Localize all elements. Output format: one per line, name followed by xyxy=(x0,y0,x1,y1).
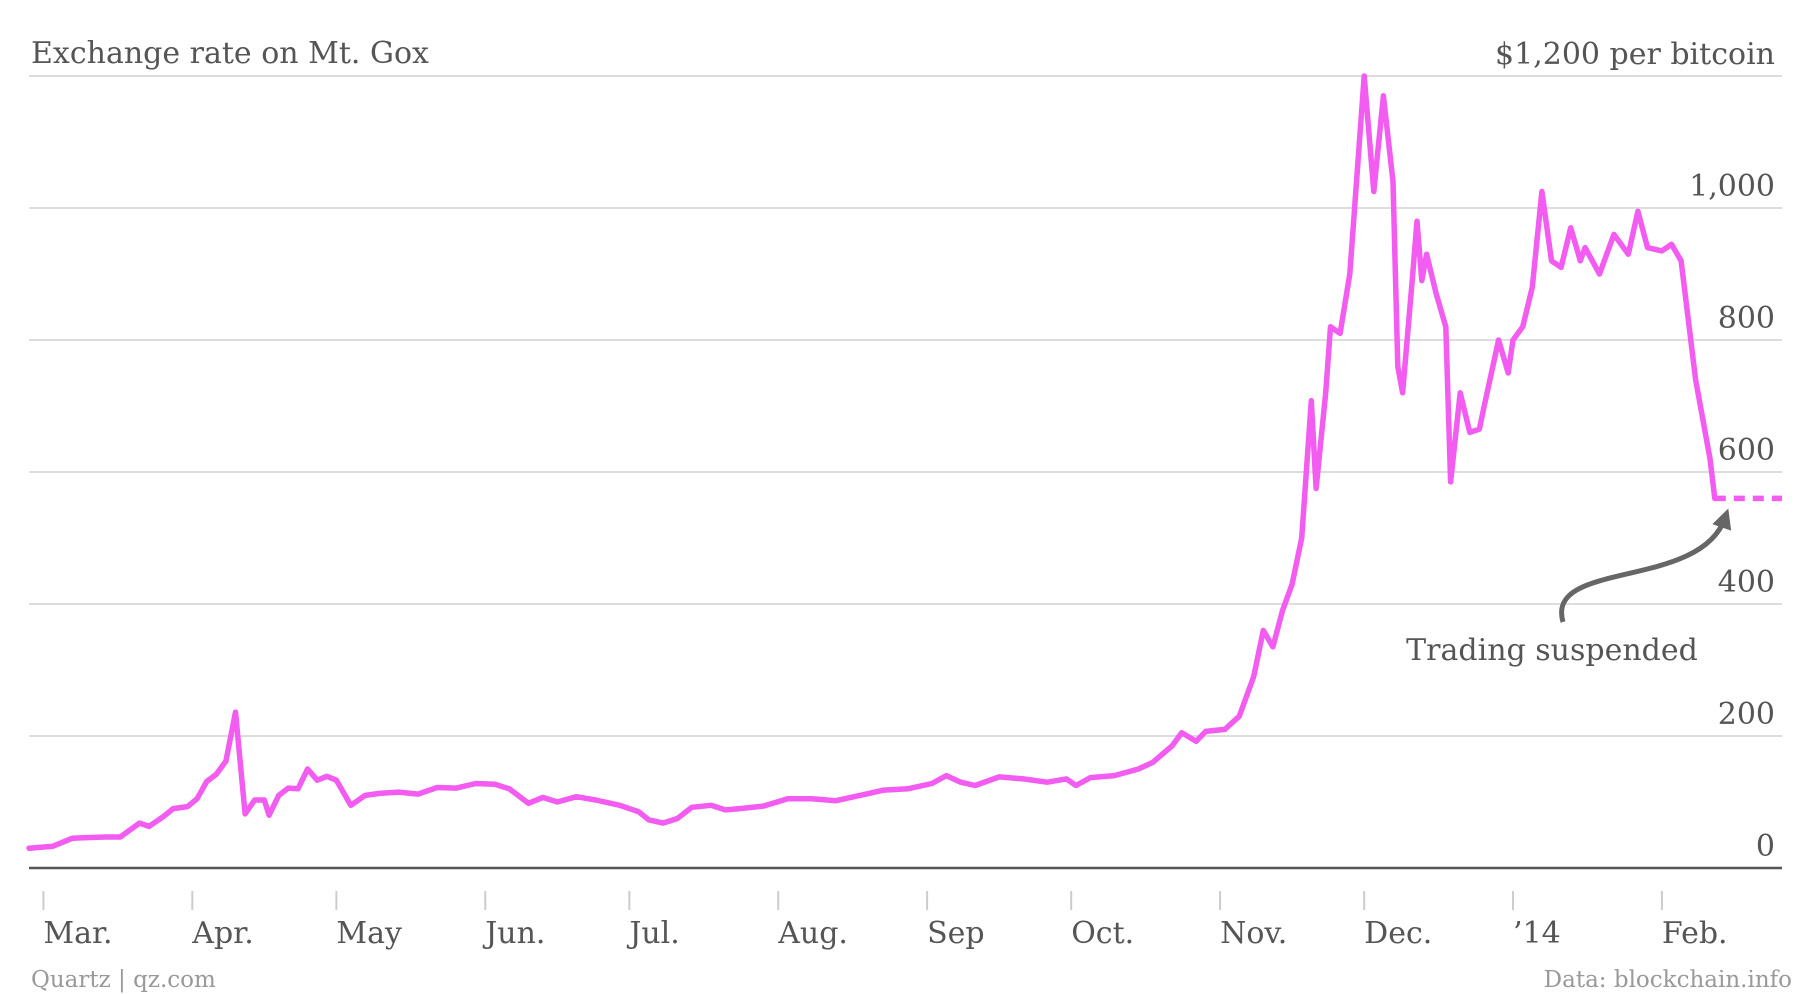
x-tick-label: Oct. xyxy=(1071,916,1134,951)
y-tick-label: 400 xyxy=(1718,565,1775,600)
source: Data: blockchain.info xyxy=(1544,967,1792,993)
x-tick-label: Dec. xyxy=(1364,916,1432,951)
x-tick-label: Mar. xyxy=(43,916,112,951)
x-tick-label: Sep xyxy=(927,916,985,951)
x-axis: Mar. Apr. May Jun. Jul. Aug. Sep Oct. Nov. Dec. ’1… xyxy=(42,891,1728,951)
x-tick-label: Feb. xyxy=(1662,916,1728,951)
annotation-arrow xyxy=(1559,508,1732,623)
lines xyxy=(26,73,1782,851)
x-tick-label: Aug. xyxy=(777,916,848,951)
x-tick-label: ’14 xyxy=(1513,916,1561,951)
annotation: Trading suspended xyxy=(1406,633,1698,668)
y-tick-label: 1,000 xyxy=(1689,169,1775,204)
x-tick-label: May xyxy=(336,916,402,951)
y-tick-label: 600 xyxy=(1718,433,1775,468)
grid: 0 200 400 600 800 1,000 $1,200 per bitcoin xyxy=(29,37,1782,870)
chart-title: Exchange rate on Mt. Gox xyxy=(31,36,429,71)
y-tick-label: 0 xyxy=(1756,829,1775,864)
x-tick-label: Apr. xyxy=(191,916,253,951)
credit: Quartz | qz.com xyxy=(31,967,216,993)
y-tick-label: $1,200 per bitcoin xyxy=(1495,37,1775,72)
x-tick-label: Jul. xyxy=(626,916,679,951)
y-tick-label: 800 xyxy=(1718,301,1775,336)
x-tick-label: Jun. xyxy=(482,916,545,951)
x-tick-label: Nov. xyxy=(1220,916,1287,951)
line xyxy=(26,73,1718,851)
y-tick-label: 200 xyxy=(1718,697,1775,732)
